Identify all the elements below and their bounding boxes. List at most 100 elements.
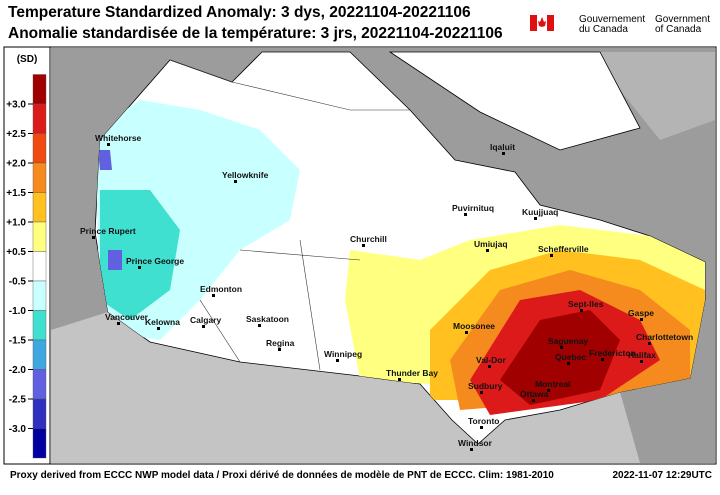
city-label: Thunder Bay [386, 368, 438, 378]
boundaries [169, 59, 410, 371]
legend-label: +2.5 [6, 129, 26, 140]
flag-bar [530, 15, 537, 31]
city-dot [560, 346, 563, 349]
legend-label: -0.5 [9, 277, 27, 288]
city-label: Sept-Iles [568, 299, 604, 309]
legend-swatch [32, 428, 47, 459]
city-label: Charlottetown [636, 332, 693, 342]
legend-label: -2.5 [9, 395, 27, 406]
city-dot [640, 318, 643, 321]
city-dot [336, 359, 339, 362]
map: Whitehorse Yellowknife Iqaluit Puvirnituq Ku… [51, 48, 715, 463]
gov-wordmark: Gouvernement du Canada Government of Can… [530, 14, 710, 35]
city-label: Prince George [126, 256, 184, 266]
city-dot [640, 360, 643, 363]
legend-label: +3.0 [6, 100, 26, 111]
legend-label: +0.5 [6, 247, 26, 258]
flag-leaf [538, 17, 546, 27]
city-dot [480, 391, 483, 394]
title-en: Temperature Standardized Anomaly: 3 dys,… [8, 4, 471, 21]
city-label: Puvirnituq [452, 203, 494, 213]
legend-label: -1.5 [9, 336, 27, 347]
city-dot [547, 389, 550, 392]
city-dot [502, 152, 505, 155]
city-dot [117, 322, 120, 325]
city-label: Prince Rupert [80, 226, 136, 236]
gov-fr-line: du Canada [579, 24, 628, 35]
anomaly-area [500, 310, 620, 405]
city-dot [92, 236, 95, 239]
city-label: Saskatoon [246, 314, 289, 324]
legend-swatch [32, 280, 47, 311]
anomaly-area [100, 190, 180, 320]
footer-source: Proxy derived from ECCC NWP model data /… [10, 470, 554, 481]
city-dot [550, 254, 553, 257]
legend-label: +1.5 [6, 188, 26, 199]
legend-swatch [32, 310, 47, 341]
city-dot [278, 348, 281, 351]
city-dot [486, 249, 489, 252]
legend-label: -2.0 [9, 365, 27, 376]
city-label: Yellowknife [222, 170, 269, 180]
city-dot [362, 244, 365, 247]
city-dot [648, 342, 651, 345]
legend: +3.0 +2.5 +2.0 +1.5 +1.0 +0.5 -0.5 -1.0 -1.5 -2.0… [6, 74, 47, 459]
city-dot [107, 143, 110, 146]
gov-en-line: Government [655, 14, 710, 25]
legend-swatch [32, 74, 47, 105]
city-dot [480, 426, 483, 429]
usa [51, 312, 640, 463]
city-dot [138, 266, 141, 269]
legend-label: +1.0 [6, 218, 26, 229]
city-dot [398, 378, 401, 381]
legend-swatch [32, 369, 47, 400]
legend-swatch [32, 398, 47, 429]
city-dot [258, 324, 261, 327]
city-label: Moosonee [453, 321, 495, 331]
city-dot [470, 448, 473, 451]
city-dot [157, 327, 160, 330]
legend-label: -1.0 [9, 306, 27, 317]
city-label: Ottawa [520, 389, 549, 399]
city-dot [212, 294, 215, 297]
city-label: Saguenay [548, 336, 588, 346]
legend-label: +2.0 [6, 159, 26, 170]
city-label: Toronto [468, 416, 499, 426]
city-dot [464, 213, 467, 216]
legend-swatch [32, 192, 47, 223]
legend-swatch [32, 339, 47, 370]
legend-swatch [32, 103, 47, 134]
city-label: Quebec [555, 352, 586, 362]
city-dot [580, 309, 583, 312]
city-dot [488, 365, 491, 368]
city-label: Umiujaq [474, 239, 508, 249]
city-label: Montreal [535, 379, 570, 389]
city-label: Gaspe [628, 308, 654, 318]
city-label: Fredericton [589, 348, 636, 358]
city-dot [465, 331, 468, 334]
legend-unit: (SD) [17, 54, 38, 65]
city-dot [601, 358, 604, 361]
city-label: Kelowna [145, 317, 180, 327]
footer-timestamp: 2022-11-07 12:29UTC [612, 470, 712, 481]
cities: Whitehorse Yellowknife Iqaluit Puvirnituq Ku… [80, 133, 693, 451]
city-label: Iqaluit [490, 142, 515, 152]
city-dot [202, 325, 205, 328]
city-label: Val-Dor [476, 355, 506, 365]
anomaly-area [98, 150, 122, 270]
city-label: Whitehorse [95, 133, 142, 143]
city-label: Regina [266, 338, 295, 348]
legend-swatch [32, 251, 47, 282]
legend-swatch [32, 162, 47, 193]
city-label: Calgary [190, 315, 221, 325]
city-label: Sudbury [468, 381, 503, 391]
city-label: Kuujjuaq [522, 207, 558, 217]
city-label: Halifax [628, 350, 656, 360]
city-label: Edmonton [200, 284, 242, 294]
city-dot [534, 217, 537, 220]
city-dot [532, 399, 535, 402]
city-dot [567, 362, 570, 365]
city-label: Windsor [458, 438, 493, 448]
gov-fr-line: Gouvernement [579, 14, 645, 25]
